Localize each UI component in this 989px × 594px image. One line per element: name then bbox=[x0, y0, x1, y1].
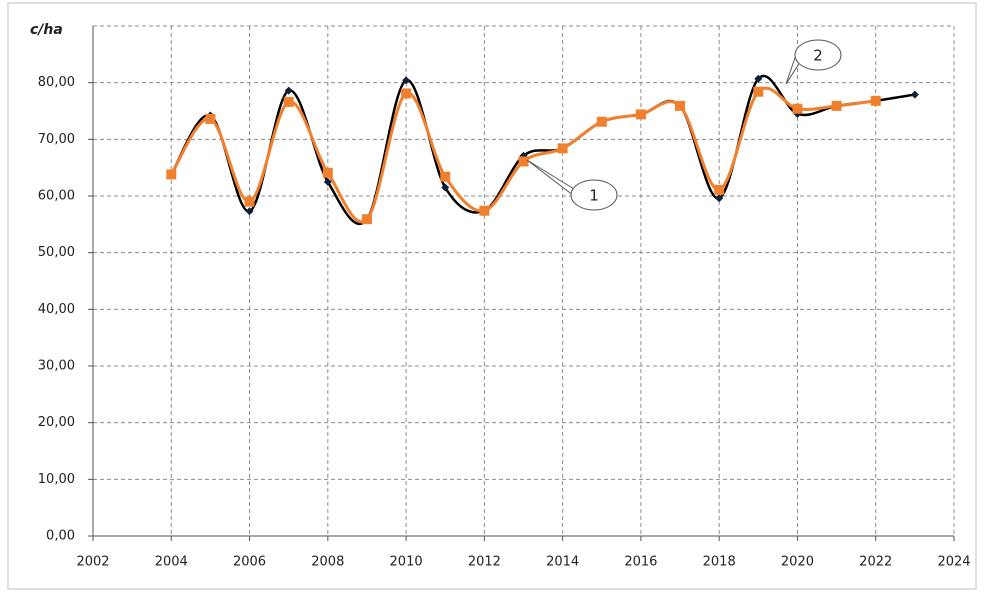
y-tick-label: 80,00 bbox=[38, 75, 75, 90]
marker bbox=[401, 88, 412, 99]
marker bbox=[870, 95, 881, 106]
y-tick-label: 10,00 bbox=[38, 472, 75, 487]
y-tick-label: 20,00 bbox=[38, 415, 75, 430]
marker bbox=[753, 86, 764, 97]
y-tick-label: 40,00 bbox=[38, 302, 75, 317]
marker bbox=[715, 194, 724, 203]
marker bbox=[635, 109, 646, 120]
x-tick-label: 2024 bbox=[937, 555, 970, 570]
y-tick-label: 30,00 bbox=[38, 359, 75, 374]
marker bbox=[910, 90, 919, 99]
marker bbox=[205, 113, 216, 124]
marker bbox=[792, 103, 803, 114]
x-tick-label: 2014 bbox=[546, 555, 579, 570]
marker bbox=[675, 100, 686, 111]
chart-frame bbox=[7, 2, 977, 590]
x-tick-label: 2010 bbox=[390, 555, 423, 570]
marker bbox=[596, 116, 607, 127]
series-line bbox=[169, 86, 876, 224]
y-tick-label: 0,00 bbox=[46, 529, 75, 544]
y-tick-label: 70,00 bbox=[38, 132, 75, 147]
x-tick-label: 2018 bbox=[703, 555, 736, 570]
marker bbox=[831, 100, 842, 111]
marker bbox=[323, 177, 332, 186]
y-tick-label: 60,00 bbox=[38, 189, 75, 204]
x-tick-label: 2020 bbox=[781, 555, 814, 570]
marker bbox=[284, 86, 293, 95]
x-tick-label: 2022 bbox=[859, 555, 892, 570]
marker bbox=[245, 207, 254, 216]
y-axis-label: c/ha bbox=[30, 22, 63, 38]
annotation: 1 bbox=[589, 187, 599, 205]
marker bbox=[441, 183, 450, 192]
marker bbox=[518, 156, 529, 167]
x-tick-label: 2012 bbox=[468, 555, 501, 570]
x-tick-label: 2004 bbox=[155, 555, 188, 570]
x-tick-label: 2006 bbox=[233, 555, 266, 570]
x-tick-label: 2008 bbox=[311, 555, 344, 570]
marker bbox=[402, 76, 411, 85]
y-tick-label: 50,00 bbox=[38, 245, 75, 260]
annotation: 2 bbox=[813, 47, 823, 65]
marker bbox=[361, 214, 372, 225]
series-line bbox=[170, 74, 916, 226]
marker bbox=[754, 74, 763, 83]
marker bbox=[714, 184, 725, 195]
callout-pointer bbox=[526, 159, 579, 200]
marker bbox=[322, 167, 333, 178]
x-tick-label: 2002 bbox=[76, 555, 109, 570]
marker bbox=[283, 96, 294, 107]
callout bbox=[794, 39, 842, 71]
marker bbox=[479, 205, 490, 216]
marker bbox=[557, 143, 568, 154]
x-tick-label: 2016 bbox=[624, 555, 657, 570]
marker bbox=[244, 196, 255, 207]
marker bbox=[440, 171, 451, 182]
marker bbox=[166, 169, 177, 180]
callout bbox=[570, 179, 618, 211]
